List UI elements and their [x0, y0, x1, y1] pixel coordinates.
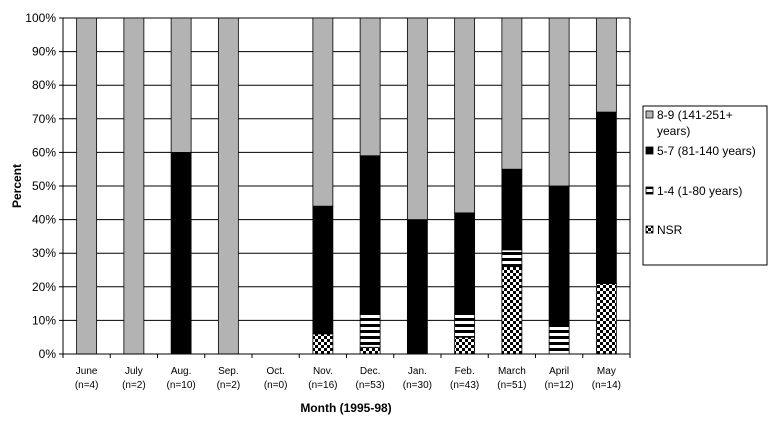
bar-segment	[406, 219, 428, 355]
bar-segment	[359, 313, 381, 348]
x-tick-label: June	[76, 366, 98, 377]
y-tick-label: 10%	[32, 313, 56, 327]
bar-segment	[548, 185, 570, 325]
x-tick-label: Jan.	[408, 366, 427, 377]
bar-segment	[359, 346, 381, 355]
bar-segment	[454, 336, 476, 355]
bar-segment	[595, 17, 617, 113]
bars	[76, 17, 617, 355]
x-tick-count: (n=4)	[75, 380, 99, 391]
legend-swatch	[645, 110, 654, 119]
axes	[62, 18, 631, 355]
bar-segment	[170, 17, 192, 153]
axis-labels: 0% 10% 20% 30% 40% 50% 60% 70% 80% 90% 100% June (n=…	[25, 11, 621, 391]
y-tick-label: 20%	[32, 280, 56, 294]
x-tick-label: Nov.	[313, 366, 333, 377]
legend-label: 8-9 (141-251+	[657, 108, 733, 122]
bar-segment	[454, 212, 476, 315]
y-axis-title: Percent	[10, 164, 24, 208]
y-tick-label: 60%	[32, 145, 56, 159]
y-tick-label: 30%	[32, 246, 56, 260]
x-tick-label: Sep.	[218, 366, 239, 377]
x-tick-count: (n=0)	[264, 380, 288, 391]
legend-label: 5-7 (81-140 years)	[657, 144, 756, 158]
x-tick-count: (n=2)	[217, 380, 241, 391]
bar-segment	[501, 249, 523, 268]
legend-swatch	[645, 225, 654, 234]
bar-segment	[76, 17, 98, 355]
x-tick-label: Oct.	[266, 366, 284, 377]
x-tick-label: April	[549, 366, 569, 377]
y-tick-label: 0%	[39, 347, 57, 361]
y-tick-label: 70%	[32, 112, 56, 126]
bar-segment	[312, 205, 334, 335]
bar-segment	[454, 313, 476, 338]
legend-swatch	[645, 186, 654, 195]
bar-segment	[406, 17, 428, 221]
y-tick-label: 90%	[32, 45, 56, 59]
legend-swatch	[645, 146, 654, 155]
x-tick-count: (n=2)	[122, 380, 146, 391]
bar-segment	[123, 17, 145, 355]
bar-segment	[312, 17, 334, 207]
bar-segment	[501, 266, 523, 355]
gridlines	[59, 17, 631, 358]
x-tick-label: Aug.	[171, 366, 192, 377]
legend-label: 1-4 (1-80 years)	[657, 184, 742, 198]
x-tick-label: March	[498, 366, 526, 377]
y-tick-label: 100%	[25, 11, 56, 25]
bar-segment	[501, 17, 523, 170]
x-tick-count: (n=16)	[308, 380, 337, 391]
bar-segment	[548, 17, 570, 187]
bar-segment	[217, 17, 239, 355]
x-tick-count: (n=51)	[497, 380, 526, 391]
x-tick-count: (n=53)	[356, 380, 385, 391]
legend-label: NSR	[657, 223, 683, 237]
y-tick-label: 50%	[32, 179, 56, 193]
bar-segment	[548, 323, 570, 355]
bar-segment	[359, 17, 381, 157]
bar-segment	[595, 283, 617, 355]
bar-segment	[501, 168, 523, 251]
bar-segment	[312, 333, 334, 355]
bar-segment	[359, 155, 381, 315]
legend-label: years)	[657, 124, 690, 138]
y-tick-label: 40%	[32, 213, 56, 227]
x-tick-count: (n=30)	[403, 380, 432, 391]
legend: 8-9 (141-251+ years) 5-7 (81-140 years) 1-4…	[642, 105, 768, 266]
x-tick-count: (n=43)	[450, 380, 479, 391]
x-tick-label: Dec.	[360, 366, 381, 377]
legend-box	[642, 105, 768, 266]
x-tick-count: (n=10)	[167, 380, 196, 391]
bar-segment	[170, 151, 192, 355]
x-tick-label: May	[597, 366, 616, 377]
x-axis-title: Month (1995-98)	[300, 401, 391, 415]
x-tick-count: (n=12)	[545, 380, 574, 391]
x-tick-label: July	[125, 366, 143, 377]
x-tick-label: Feb.	[455, 366, 475, 377]
x-tick-count: (n=14)	[592, 380, 621, 391]
bar-segment	[454, 17, 476, 214]
bar-segment	[595, 111, 617, 284]
y-tick-label: 80%	[32, 78, 56, 92]
